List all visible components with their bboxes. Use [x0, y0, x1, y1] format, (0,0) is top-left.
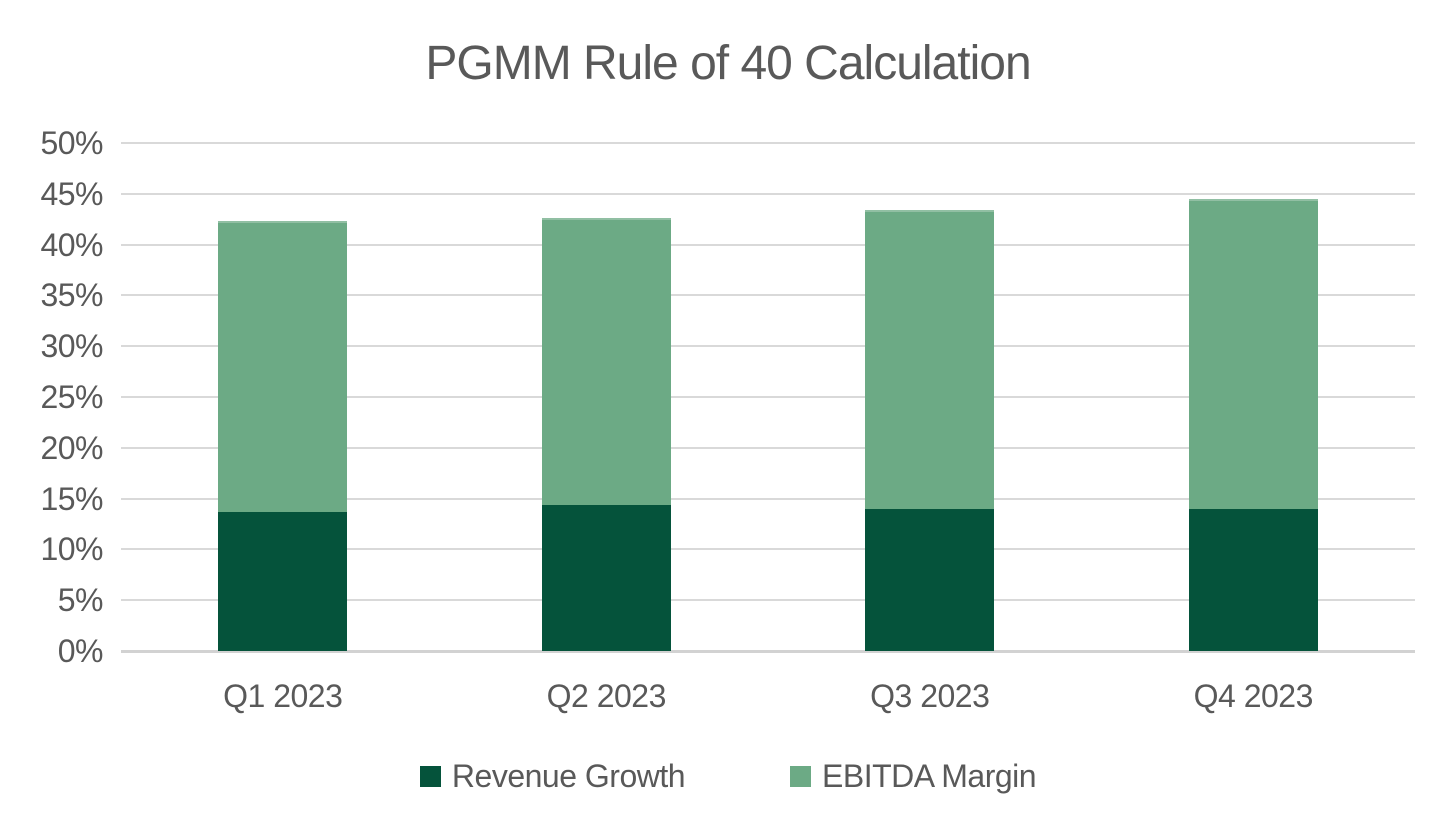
legend-swatch-icon	[790, 766, 812, 787]
gridline-30%	[121, 345, 1415, 348]
bar-segment-revenue-growth-q3-2023	[865, 508, 995, 651]
x-axis-label-q2-2023: Q2 2023	[546, 678, 667, 714]
y-axis-tick-label: 25%	[40, 379, 103, 415]
y-axis-tick-label: 45%	[40, 175, 103, 212]
y-axis-tick-label: 50%	[40, 125, 103, 161]
y-axis-tick-label: 35%	[40, 277, 103, 314]
gridline-15%	[121, 497, 1415, 500]
chart-title: PGMM Rule of 40 Calculation	[425, 37, 1031, 90]
gridline-50%	[121, 142, 1415, 144]
y-axis-tick-label: 5%	[57, 582, 104, 619]
bar-segment-revenue-growth-q4-2023	[1188, 508, 1318, 651]
plot-area: 0% 5% 10% 15% 20% 25% 30% 35% 40% 45% 50%	[40, 126, 1415, 668]
gridline-25%	[121, 396, 1415, 398]
gridline-20%	[121, 446, 1415, 449]
gridline-0%	[121, 650, 1415, 653]
x-axis-label-q3-2023: Q3 2023	[870, 678, 990, 714]
y-axis-tick-label: 40%	[40, 226, 103, 263]
legend-item-ebitda-margin: EBITDA Margin	[790, 758, 1037, 795]
x-axis-label-q4-2023: Q4 2023	[1193, 678, 1314, 714]
legend: Revenue Growth EBITDA Margin	[0, 758, 1456, 795]
legend-swatch-icon	[419, 766, 441, 787]
gridline-40%	[121, 243, 1415, 246]
x-axis-label-q1-2023: Q1 2023	[223, 678, 343, 714]
y-axis-tick-label: 30%	[40, 328, 103, 365]
legend-item-revenue-growth: Revenue Growth	[419, 758, 686, 795]
gridline-10%	[121, 548, 1415, 551]
bar-segment-ebitda-margin-q1-2023	[218, 221, 348, 512]
legend-label: EBITDA Margin	[822, 758, 1037, 794]
y-axis-tick-label: 20%	[40, 429, 103, 466]
bar-segment-ebitda-margin-q2-2023	[541, 218, 671, 505]
gridline-5%	[121, 599, 1415, 602]
y-axis-tick-label: 0%	[57, 633, 104, 669]
gridline-45%	[121, 192, 1415, 195]
y-axis-tick-label: 10%	[40, 531, 103, 568]
bar-segment-revenue-growth-q1-2023	[218, 511, 348, 651]
bar-segment-revenue-growth-q2-2023	[541, 504, 671, 651]
bar-segment-ebitda-margin-q4-2023	[1188, 198, 1318, 509]
legend-label: Revenue Growth	[451, 758, 686, 794]
y-axis-tick-label: 15%	[40, 480, 103, 517]
gridline-35%	[121, 294, 1415, 297]
bar-segment-ebitda-margin-q3-2023	[865, 210, 995, 509]
